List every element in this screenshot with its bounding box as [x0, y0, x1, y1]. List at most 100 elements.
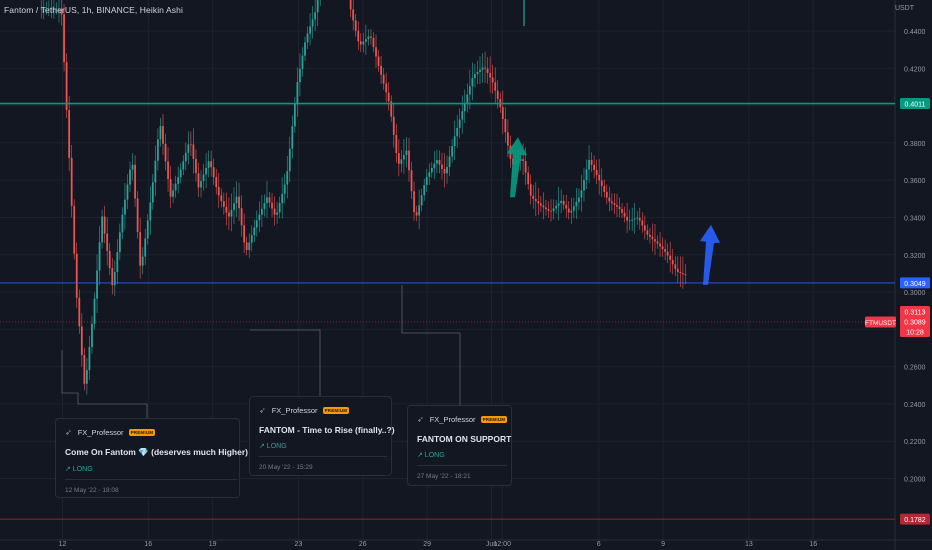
candle-body	[504, 119, 507, 133]
price-tag-label: 0.3049	[904, 281, 926, 288]
candle-body	[106, 233, 109, 251]
candle-body	[618, 206, 621, 209]
candle-body	[430, 168, 433, 173]
x-tick-label: 16	[809, 541, 817, 548]
candle-body	[522, 159, 525, 162]
candle-body	[220, 195, 223, 202]
candle-body	[47, 8, 50, 10]
candle-body	[438, 160, 441, 165]
y-tick-label: 0.3000	[904, 290, 926, 297]
candle-body	[250, 235, 253, 243]
candle-body	[377, 56, 380, 66]
current-price-label: 0.3113	[905, 310, 926, 317]
symbol-title[interactable]: Fantom / TetherUS, 1h, BINANCE, Heikin A…	[4, 5, 183, 15]
candle-body	[628, 220, 631, 222]
candle-body	[293, 103, 296, 127]
idea-direction: ↗ LONG	[417, 452, 445, 459]
candle-body	[527, 172, 530, 185]
idea-connector	[250, 329, 321, 396]
candle-body	[590, 159, 593, 165]
rocket-icon: ➶	[65, 428, 72, 437]
idea-author[interactable]: FX_Professor	[429, 415, 476, 424]
idea-title[interactable]: Come On Fantom 💎 (deserves much Higher)	[65, 447, 248, 457]
candle-body	[167, 161, 169, 180]
candle-body	[304, 42, 306, 56]
long-arrow-blue[interactable]	[700, 224, 720, 285]
idea-date: 20 May '22 - 15:29	[259, 464, 313, 471]
candle-body	[195, 158, 197, 174]
y-tick-label: 0.3600	[904, 178, 926, 185]
candle-body	[461, 111, 464, 120]
candle-body	[299, 68, 301, 83]
candle-body	[53, 8, 55, 10]
candle-body	[565, 204, 568, 209]
current-price-label: 10:28	[906, 330, 924, 337]
candle-body	[545, 207, 547, 210]
candle-body	[453, 136, 456, 147]
long-arrow-green[interactable]	[506, 137, 527, 198]
candle-body	[55, 8, 58, 10]
candle-body	[474, 74, 476, 78]
candle-body	[479, 69, 481, 72]
idea-title[interactable]: FANTOM - Time to Rise (finally..?)	[259, 425, 395, 435]
price-tag-label: 0.1782	[904, 517, 926, 524]
current-price-label: 0.3089	[904, 320, 926, 327]
candle-body	[111, 268, 114, 286]
candle-body	[349, 0, 352, 10]
idea-author[interactable]: FX_Professor	[271, 406, 318, 415]
candle-body	[197, 173, 200, 188]
candle-body	[134, 164, 136, 199]
candle-body	[50, 8, 53, 10]
candle-body	[621, 208, 623, 213]
y-tick-label: 0.4400	[904, 29, 926, 36]
idea-title[interactable]: FANTOM ON SUPPORT	[417, 434, 512, 444]
idea-divider	[259, 456, 387, 457]
rocket-icon: ➶	[259, 406, 266, 415]
candle-body	[496, 90, 499, 99]
candle-body	[547, 209, 550, 211]
candle-body	[255, 220, 258, 228]
candle-body	[281, 193, 284, 204]
candle-body	[382, 74, 385, 84]
candle-body	[362, 41, 365, 45]
candle-body	[271, 202, 273, 209]
premium-badge: PREMIUM	[480, 416, 508, 423]
candle-body	[684, 274, 687, 276]
candle-body	[542, 205, 545, 208]
candle-body	[253, 227, 256, 236]
candle-body	[659, 243, 661, 247]
candle-body	[682, 273, 684, 275]
idea-card-come-on-fantom[interactable]: ➶ FX_Professor PREMIUM Come On Fantom 💎 …	[55, 418, 248, 498]
candle-body	[159, 126, 162, 140]
idea-connector	[61, 350, 148, 420]
y-tick-label: 0.3400	[904, 215, 926, 222]
candle-body	[286, 171, 289, 185]
idea-card-time-to-rise[interactable]: ➶ FX_Professor PREMIUM FANTOM - Time to …	[249, 396, 395, 476]
y-tick-label: 0.3200	[904, 253, 926, 260]
candle-body	[187, 144, 190, 153]
candle-body	[666, 251, 669, 256]
candle-body	[139, 232, 142, 266]
candle-body	[423, 185, 426, 196]
candle-body	[151, 182, 154, 203]
candle-body	[182, 161, 185, 170]
candle-body	[184, 152, 187, 162]
idea-author[interactable]: FX_Professor	[77, 428, 124, 437]
candle-body	[578, 197, 580, 202]
idea-direction: ↗ LONG	[259, 443, 287, 450]
candle-body	[83, 355, 86, 384]
price-tag-level-blue	[900, 277, 930, 289]
idea-card-fantom-on-support[interactable]: ➶ FX_Professor PREMIUM FANTOM ON SUPPORT…	[407, 405, 512, 486]
candle-body	[608, 197, 611, 202]
candle-body	[146, 220, 149, 239]
candle-body	[174, 183, 177, 191]
y-tick-label: 0.4200	[904, 66, 926, 73]
candle-body	[484, 67, 486, 69]
candle-body	[583, 179, 585, 191]
candle-body	[463, 102, 466, 112]
candle-body	[580, 190, 583, 198]
candle-body	[222, 201, 225, 207]
candle-body	[235, 196, 238, 204]
candle-body	[311, 19, 314, 27]
candle-body	[451, 146, 453, 157]
